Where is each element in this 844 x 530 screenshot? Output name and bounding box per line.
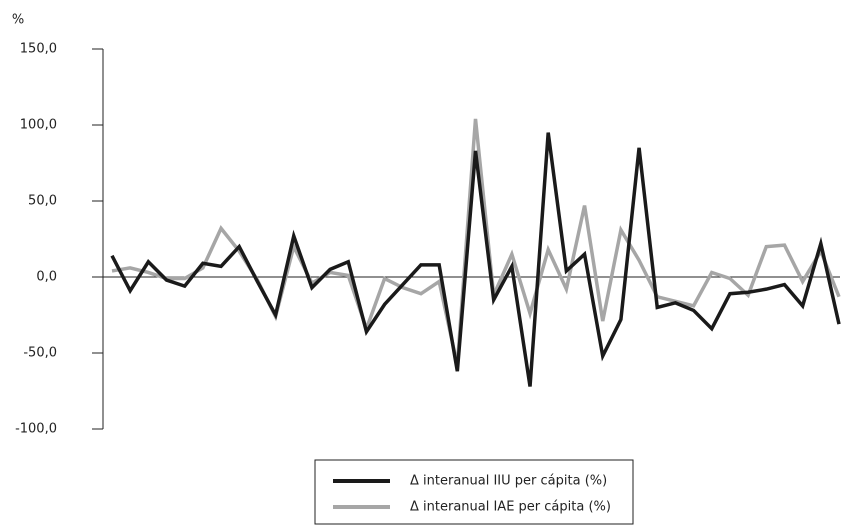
legend-label: Δ interanual IIU per cápita (%) [410, 474, 607, 489]
y-tick-label: 50,0 [28, 194, 57, 209]
legend-box [314, 459, 634, 525]
y-tick-label: -100,0 [15, 422, 57, 437]
series-line [110, 132, 841, 387]
y-tick-label: 0,0 [36, 270, 57, 285]
y-axis-label: % [12, 13, 24, 28]
y-tick-label: 100,0 [20, 118, 57, 133]
y-tick-label: -50,0 [23, 346, 57, 361]
series-line [111, 118, 841, 366]
y-tick-label: 150,0 [20, 42, 57, 57]
legend-label: Δ interanual IAE per cápita (%) [410, 500, 611, 515]
